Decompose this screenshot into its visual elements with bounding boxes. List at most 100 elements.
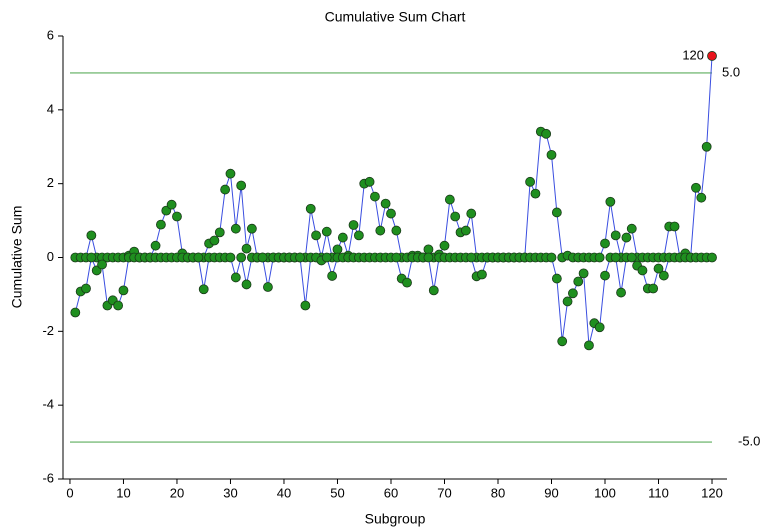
point (150, 240, 161, 251)
x-tick-label: 30 (223, 485, 237, 500)
point (257, 252, 268, 263)
point (541, 128, 552, 139)
point (637, 265, 648, 276)
x-tick-label: 20 (170, 485, 184, 500)
point (691, 182, 701, 193)
point (621, 232, 632, 243)
point (305, 203, 316, 214)
point (584, 340, 594, 351)
y-tick-label: -6 (42, 470, 54, 485)
point (594, 322, 605, 333)
point (546, 252, 557, 263)
point (246, 223, 257, 234)
point (616, 287, 626, 298)
point (600, 238, 610, 249)
point (423, 244, 434, 255)
point (295, 252, 305, 263)
y-axis-title: Cumulative Sum (9, 206, 25, 309)
x-tick-label: 100 (594, 485, 616, 500)
point (578, 268, 589, 279)
point (375, 225, 386, 236)
point (551, 273, 562, 284)
y-tick-label: 4 (47, 101, 54, 116)
point-label: 120 (682, 47, 704, 62)
point (551, 207, 562, 218)
point (594, 252, 605, 263)
point (573, 276, 584, 287)
x-tick-label: 70 (437, 485, 451, 500)
control-limit-label: -5.0 (738, 434, 760, 449)
point (172, 211, 182, 222)
point (209, 235, 220, 246)
x-tick-label: 120 (701, 485, 723, 500)
point (300, 300, 311, 311)
point (380, 198, 391, 209)
y-tick-label: 6 (47, 27, 54, 42)
y-tick-label: 2 (47, 175, 54, 190)
point (86, 230, 97, 241)
point (669, 221, 680, 232)
x-tick-label: 0 (66, 485, 73, 500)
point (402, 277, 412, 288)
point (626, 223, 637, 234)
cusum-line (75, 55, 713, 259)
point (477, 269, 487, 280)
point (707, 252, 717, 263)
point (653, 263, 664, 274)
x-tick-label: 110 (648, 485, 669, 500)
point (220, 184, 231, 195)
point (113, 300, 124, 311)
y-tick-label: -4 (42, 397, 54, 412)
point (236, 252, 247, 263)
point (466, 208, 477, 219)
point (230, 223, 241, 234)
point (236, 180, 247, 191)
x-tick-label: 80 (491, 485, 505, 500)
point (225, 252, 236, 263)
point (370, 191, 380, 202)
point (263, 282, 273, 292)
point (546, 149, 557, 160)
point (311, 230, 321, 241)
x-tick-label: 50 (330, 485, 344, 500)
y-tick-label: -2 (42, 323, 54, 338)
point (610, 230, 621, 241)
control-limit-label: 5.0 (722, 64, 740, 79)
point (118, 285, 129, 296)
point (225, 168, 236, 179)
point (460, 225, 471, 236)
point (626, 252, 637, 263)
point (241, 243, 252, 254)
point (230, 272, 241, 283)
point (562, 296, 573, 307)
point (193, 252, 204, 263)
y-tick-label: 0 (47, 249, 54, 264)
point (198, 284, 209, 295)
point (701, 141, 712, 152)
out-of-control-point (707, 51, 717, 61)
point (391, 252, 402, 263)
point (428, 285, 439, 296)
point (386, 208, 396, 219)
x-tick-label: 90 (544, 485, 558, 500)
point (648, 283, 659, 294)
point (97, 259, 107, 270)
x-tick-label: 10 (116, 485, 130, 500)
point (466, 252, 477, 263)
point (439, 240, 450, 251)
point (241, 279, 252, 290)
point (658, 270, 669, 281)
point (450, 211, 461, 222)
point (327, 271, 338, 281)
point (600, 270, 610, 281)
point (214, 227, 225, 238)
x-axis-title: Subgroup (365, 511, 426, 527)
point (696, 192, 707, 203)
point (530, 188, 541, 199)
point (321, 226, 332, 237)
point (86, 252, 97, 263)
point (525, 176, 536, 187)
cusum-line (74, 255, 713, 346)
point (353, 230, 364, 241)
